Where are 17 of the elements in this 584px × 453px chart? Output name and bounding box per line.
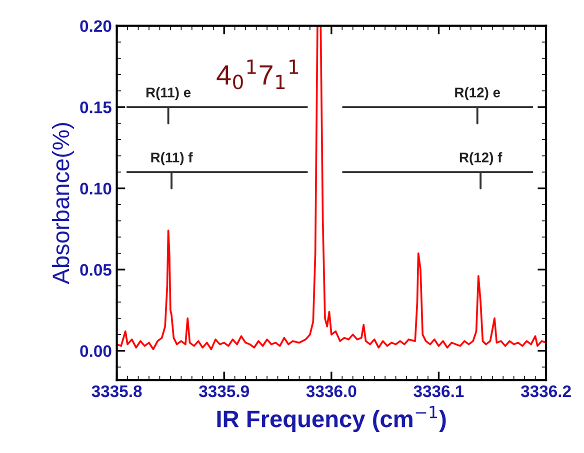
y-axis-title: Absorbance(%)	[52, 123, 74, 284]
y-tick-label: 0.05	[80, 264, 112, 276]
x-tick-label: 3336.0	[306, 385, 356, 398]
annotation: R(12) f	[460, 152, 502, 166]
x-tick-label: 3335.8	[92, 385, 142, 398]
x-axis-title: IR Frequency (cm$^{−1}$)	[217, 406, 446, 432]
annotation: 4$_{0}$$^{1}$7$_{1}$$^{1}$	[216, 60, 298, 90]
y-tick-label: 0.15	[80, 101, 112, 114]
y-tick-label: 0.20	[80, 20, 112, 32]
annotation: R(11) e	[146, 87, 191, 100]
x-tick-label: 3336.1	[414, 385, 464, 398]
x-tick-label: 3336.2	[520, 385, 571, 398]
x-tick-label: 3335.9	[199, 385, 249, 398]
annotation: R(11) f	[151, 152, 193, 166]
y-tick-label: 0.00	[80, 345, 112, 358]
y-tick-label: 0.10	[80, 182, 112, 195]
annotation: R(12) e	[455, 87, 500, 100]
